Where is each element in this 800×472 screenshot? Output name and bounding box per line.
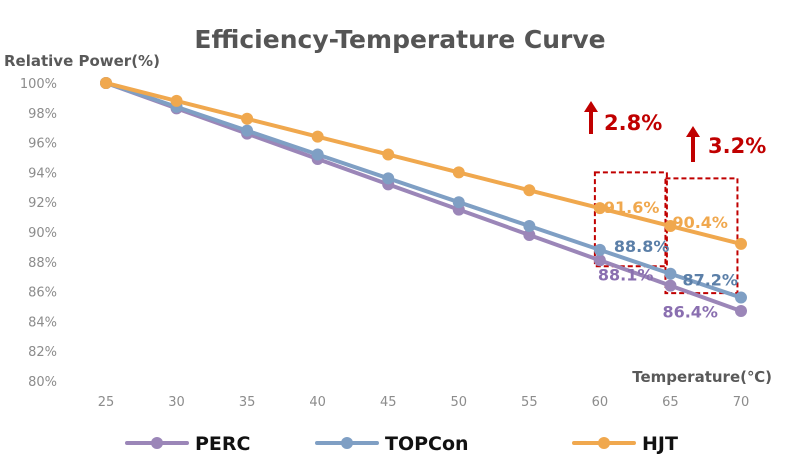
x-tick-label: 55 <box>521 395 538 410</box>
series-line-perc <box>104 81 743 313</box>
gain-arrow-head <box>686 126 700 137</box>
annotation-boxes <box>593 171 739 295</box>
legend: PERC TOPCon HJT <box>125 433 678 455</box>
value-label: 88.8% <box>614 237 670 256</box>
legend-swatch-marker <box>341 437 353 449</box>
legend-swatch-marker <box>598 437 610 449</box>
data-point-topcon <box>241 124 254 137</box>
y-tick-label: 90% <box>28 226 57 241</box>
value-label: 91.6% <box>604 198 660 217</box>
x-tick-label: 70 <box>733 395 750 410</box>
gain-highlight-box <box>664 177 739 295</box>
x-tick-label: 50 <box>451 395 468 410</box>
labels-layer: 91.6% 88.8% 88.1% 90.4% 87.2% 86.4% 2.8% 3.2% <box>584 101 766 322</box>
gain-arrow-head <box>584 101 598 112</box>
value-label: 88.1% <box>598 265 654 284</box>
data-point-hjt <box>664 220 677 233</box>
y-tick-label: 92% <box>28 196 57 211</box>
data-point-hjt <box>523 184 536 197</box>
data-point-hjt <box>100 77 112 89</box>
y-tick-label: 84% <box>28 315 57 330</box>
gain-label: 3.2% <box>708 134 766 158</box>
data-point-hjt <box>382 148 395 161</box>
legend-label: PERC <box>195 433 250 455</box>
data-point-hjt <box>735 237 747 250</box>
y-tick-label: 86% <box>28 286 57 301</box>
data-point-hjt <box>593 202 606 215</box>
data-point-topcon <box>311 148 324 161</box>
data-point-hjt <box>452 166 465 179</box>
legend-swatch-marker <box>151 437 163 449</box>
data-point-hjt <box>170 94 183 107</box>
series-line-hjt <box>104 81 743 246</box>
data-point-topcon <box>452 196 465 209</box>
data-point-topcon <box>523 220 536 233</box>
series-line-topcon <box>104 81 743 300</box>
x-axis-label: Temperature(℃) <box>632 368 772 386</box>
y-tick-label: 96% <box>28 137 57 152</box>
x-tick-label: 65 <box>662 395 679 410</box>
data-point-perc <box>593 254 606 267</box>
x-tick-label: 60 <box>592 395 609 410</box>
data-point-topcon <box>382 172 395 185</box>
y-tick-label: 98% <box>28 107 57 122</box>
x-tick-label: 25 <box>98 395 115 410</box>
gain-highlight-box <box>593 171 668 268</box>
data-point-hjt <box>241 112 254 125</box>
value-label: 87.2% <box>682 271 738 290</box>
y-tick-label: 88% <box>28 256 57 271</box>
data-point-hjt <box>311 130 324 143</box>
y-tick-label: 100% <box>20 77 57 92</box>
data-point-topcon <box>735 291 747 304</box>
data-point-topcon <box>593 243 606 256</box>
x-tick-label: 45 <box>380 395 397 410</box>
x-tick-label: 30 <box>168 395 185 410</box>
chart-title: Efficiency-Temperature Curve <box>194 25 605 54</box>
x-tick-label: 40 <box>309 395 326 410</box>
x-tick-label: 35 <box>239 395 256 410</box>
data-point-perc <box>523 228 536 241</box>
data-point-topcon <box>664 267 677 280</box>
axes-layer: 100% 98% 96% 94% 92% 90% 88% 86% 84% 82% 80% 25 30 35… <box>20 77 749 410</box>
y-axis-label: Relative Power(%) <box>4 52 160 70</box>
legend-label: TOPCon <box>385 433 469 455</box>
gain-label: 2.8% <box>604 111 662 135</box>
y-tick-label: 80% <box>28 375 57 390</box>
data-point-perc <box>664 279 677 292</box>
value-label: 90.4% <box>672 213 728 232</box>
y-tick-label: 82% <box>28 345 57 360</box>
value-label: 86.4% <box>662 303 718 322</box>
legend-label: HJT <box>642 433 678 455</box>
y-tick-label: 94% <box>28 166 57 181</box>
series-layer <box>100 77 747 317</box>
data-point-perc <box>735 304 747 317</box>
